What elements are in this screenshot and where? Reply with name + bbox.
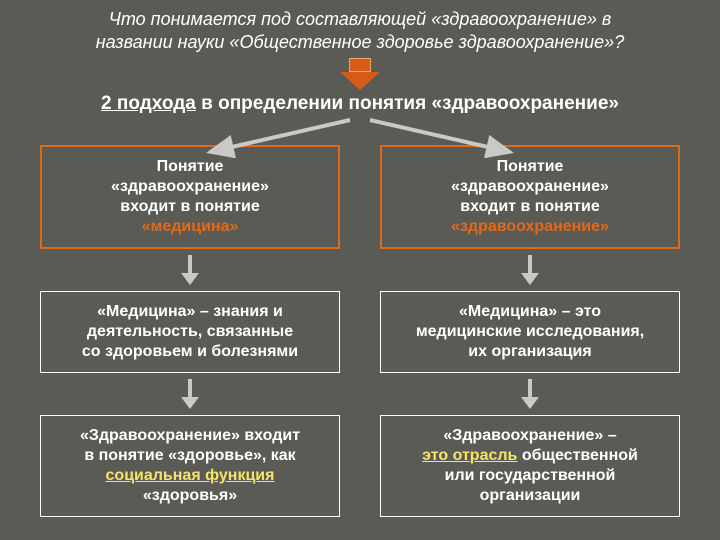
text: общественной <box>517 447 637 464</box>
text: «Здравоохранение» – <box>443 427 616 444</box>
text: в понятие «здоровье», как <box>84 447 295 464</box>
highlight-text: социальная функция <box>106 467 275 484</box>
text: «здоровья» <box>143 487 237 504</box>
right-top-box: Понятие «здравоохранение» входит в понят… <box>380 145 680 249</box>
big-down-arrow-icon <box>340 58 380 90</box>
left-top-box: Понятие «здравоохранение» входит в понят… <box>40 145 340 249</box>
text: входит в понятие <box>120 198 259 215</box>
text: медицинские исследования, <box>416 323 644 340</box>
text: «Медицина» – это <box>459 303 601 320</box>
arrow-down-icon <box>521 379 539 409</box>
text: или государственной <box>445 467 616 484</box>
text: организации <box>480 487 581 504</box>
left-column: Понятие «здравоохранение» входит в понят… <box>40 145 340 517</box>
text: Понятие <box>497 158 564 175</box>
text: «Медицина» – знания и <box>97 303 283 320</box>
sub-heading-rest: в определении понятия «здравоохранение» <box>196 93 619 114</box>
highlight-text: «медицина» <box>142 218 239 235</box>
right-mid-box: «Медицина» – это медицинские исследовани… <box>380 291 680 373</box>
right-bot-box: «Здравоохранение» – это отрасль обществе… <box>380 415 680 517</box>
flowchart: Понятие «здравоохранение» входит в понят… <box>0 145 720 517</box>
text: Понятие <box>157 158 224 175</box>
arrow-down-icon <box>521 255 539 285</box>
text: их организация <box>468 343 591 360</box>
page-title: Что понимается под составляющей «здравоо… <box>0 0 720 59</box>
text: деятельность, связанные <box>87 323 293 340</box>
sub-heading: 2 подхода в определении понятия «здравоо… <box>0 93 720 115</box>
text: «здравоохранение» <box>451 178 609 195</box>
title-line2: названии науки «Общественное здоровье зд… <box>96 32 624 52</box>
text: «здравоохранение» <box>111 178 269 195</box>
highlight-text: «здравоохранение» <box>451 218 609 235</box>
left-mid-box: «Медицина» – знания и деятельность, связ… <box>40 291 340 373</box>
left-bot-box: «Здравоохранение» входит в понятие «здор… <box>40 415 340 517</box>
sub-heading-prefix: 2 подхода <box>101 93 196 114</box>
title-line1: Что понимается под составляющей «здравоо… <box>109 9 612 29</box>
right-column: Понятие «здравоохранение» входит в понят… <box>380 145 680 517</box>
arrow-down-icon <box>181 255 199 285</box>
text: «Здравоохранение» входит <box>80 427 300 444</box>
highlight-text: это отрасль <box>422 447 517 464</box>
text: со здоровьем и болезнями <box>82 343 298 360</box>
text: входит в понятие <box>460 198 599 215</box>
arrow-down-icon <box>181 379 199 409</box>
